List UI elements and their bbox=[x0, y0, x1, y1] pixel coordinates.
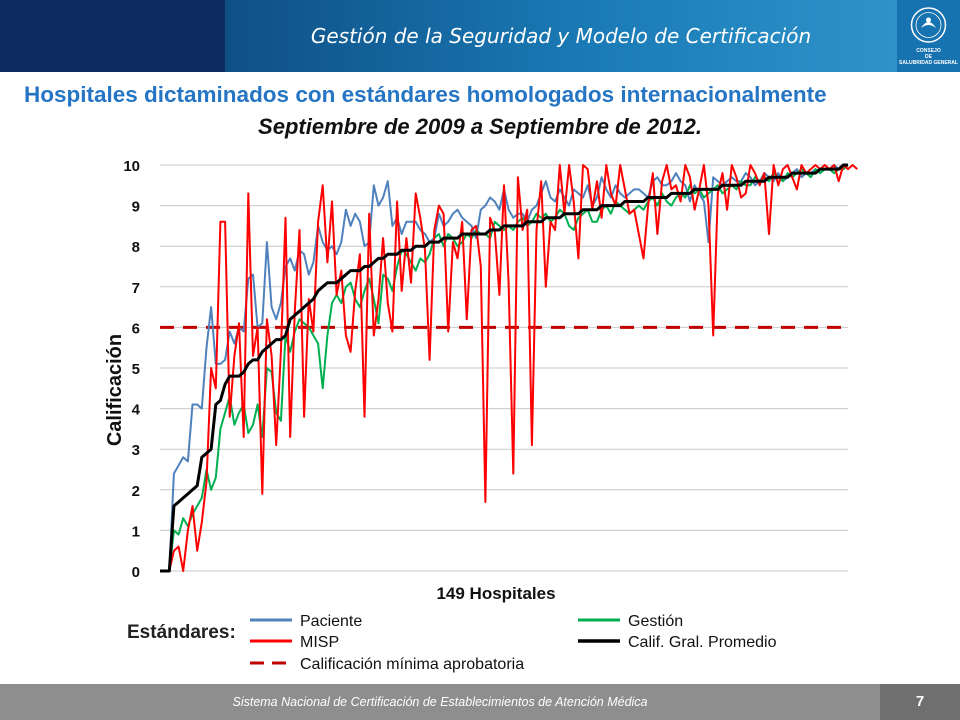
y-tick-label: 6 bbox=[132, 320, 140, 337]
y-tick-label: 3 bbox=[132, 442, 140, 459]
y-tick-label: 4 bbox=[132, 402, 141, 419]
y-tick-label: 0 bbox=[132, 564, 140, 581]
legend-label: Gestión bbox=[628, 613, 683, 630]
seal-icon bbox=[910, 7, 947, 43]
legend-label: Paciente bbox=[300, 613, 362, 630]
logo-line: DE bbox=[925, 54, 932, 60]
footer-text: Sistema Nacional de Certificación de Est… bbox=[232, 695, 648, 709]
y-tick-label: 5 bbox=[132, 361, 140, 378]
y-tick-label: 2 bbox=[132, 483, 140, 500]
logo: CONSEJO DE SALUBRIDAD GENERAL bbox=[897, 0, 960, 72]
series-lines bbox=[160, 163, 858, 573]
y-tick-label: 7 bbox=[132, 280, 140, 297]
logo-line: CONSEJO bbox=[916, 48, 941, 54]
grid bbox=[160, 164, 848, 572]
y-axis-label: Calificación bbox=[104, 334, 126, 446]
legend-label: MISP bbox=[300, 634, 339, 651]
y-tick-label: 10 bbox=[123, 158, 140, 175]
slide-subtitle: Septiembre de 2009 a Septiembre de 2012. bbox=[258, 114, 702, 139]
series-line-misp bbox=[160, 164, 858, 572]
series-line-calif-gral-promedio bbox=[160, 163, 848, 573]
page-number: 7 bbox=[880, 684, 960, 720]
legend: Estándares: Paciente Gestión MISP Calif. Gr… bbox=[127, 613, 777, 673]
legend-title: Estándares: bbox=[127, 622, 236, 643]
header-title: Gestión de la Seguridad y Modelo de Cert… bbox=[310, 24, 812, 48]
slide-title: Hospitales dictaminados con estándares h… bbox=[24, 82, 827, 107]
x-axis-label: 149 Hospitales bbox=[436, 584, 555, 603]
header-dark-block bbox=[0, 0, 225, 72]
y-tick-label: 9 bbox=[132, 199, 140, 216]
legend-label: Calif. Gral. Promedio bbox=[628, 634, 777, 651]
y-ticks: 0 1 2 3 4 5 6 7 8 9 10 bbox=[123, 158, 140, 581]
legend-label: Calificación mínima aprobatoria bbox=[300, 656, 524, 673]
y-tick-label: 1 bbox=[132, 523, 140, 540]
line-chart: 0 1 2 3 4 5 6 7 8 9 10 Calificación 149 Hospitales… bbox=[104, 158, 858, 673]
header-band bbox=[225, 0, 897, 72]
logo-line: SALUBRIDAD GENERAL bbox=[899, 60, 958, 66]
footer-bar bbox=[0, 684, 960, 720]
y-tick-label: 8 bbox=[132, 239, 140, 256]
